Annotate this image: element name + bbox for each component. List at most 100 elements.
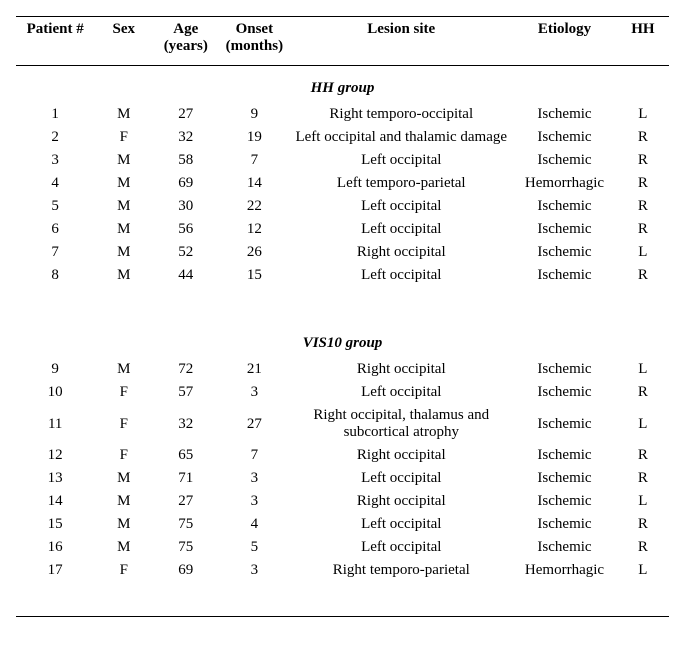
table-row: 13M713Left occipitalIschemicR <box>16 467 669 490</box>
group-header-label: VIS10 group <box>16 321 669 358</box>
cell-patient: 1 <box>16 103 94 126</box>
cell-patient: 9 <box>16 358 94 381</box>
cell-etiology: Ischemic <box>512 513 616 536</box>
table-row: 10F573Left occipitalIschemicR <box>16 381 669 404</box>
cell-sex: M <box>94 536 153 559</box>
cell-sex: M <box>94 218 153 241</box>
col-header-onset: Onset (months) <box>218 17 290 66</box>
cell-onset: 21 <box>218 358 290 381</box>
cell-etiology: Ischemic <box>512 195 616 218</box>
cell-age: 56 <box>153 218 218 241</box>
col-header-age-line1: Age <box>157 21 214 38</box>
cell-etiology: Hemorrhagic <box>512 172 616 195</box>
cell-lesion: Left occipital <box>290 264 512 287</box>
cell-patient: 13 <box>16 467 94 490</box>
cell-lesion: Right occipital, thalamus and subcortica… <box>290 404 512 444</box>
cell-onset: 15 <box>218 264 290 287</box>
cell-onset: 12 <box>218 218 290 241</box>
cell-lesion: Right occipital <box>290 444 512 467</box>
cell-sex: M <box>94 241 153 264</box>
cell-etiology: Hemorrhagic <box>512 559 616 582</box>
cell-sex: M <box>94 103 153 126</box>
table-row: 8M4415Left occipitalIschemicR <box>16 264 669 287</box>
cell-patient: 5 <box>16 195 94 218</box>
cell-lesion: Left temporo-parietal <box>290 172 512 195</box>
cell-onset: 3 <box>218 559 290 582</box>
table-row: 2F3219Left occipital and thalamic damage… <box>16 126 669 149</box>
table-header-row: Patient # Sex Age (years) Onset (months)… <box>16 17 669 66</box>
cell-age: 52 <box>153 241 218 264</box>
cell-sex: F <box>94 381 153 404</box>
cell-age: 71 <box>153 467 218 490</box>
cell-onset: 4 <box>218 513 290 536</box>
cell-lesion: Left occipital <box>290 536 512 559</box>
cell-patient: 2 <box>16 126 94 149</box>
cell-hh: R <box>617 536 669 559</box>
cell-hh: R <box>617 149 669 172</box>
cell-age: 32 <box>153 126 218 149</box>
cell-age: 69 <box>153 559 218 582</box>
cell-age: 75 <box>153 513 218 536</box>
cell-onset: 3 <box>218 490 290 513</box>
table-row: 3M587Left occipitalIschemicR <box>16 149 669 172</box>
bottom-rule-cell <box>16 582 669 617</box>
cell-etiology: Ischemic <box>512 218 616 241</box>
cell-hh: R <box>617 126 669 149</box>
cell-hh: R <box>617 264 669 287</box>
cell-age: 58 <box>153 149 218 172</box>
cell-patient: 12 <box>16 444 94 467</box>
cell-sex: F <box>94 559 153 582</box>
col-header-onset-line2: (months) <box>222 38 286 55</box>
col-header-sex: Sex <box>94 17 153 66</box>
cell-lesion: Left occipital <box>290 195 512 218</box>
cell-etiology: Ischemic <box>512 467 616 490</box>
cell-etiology: Ischemic <box>512 241 616 264</box>
cell-sex: F <box>94 404 153 444</box>
cell-patient: 17 <box>16 559 94 582</box>
table-row: 4M6914Left temporo-parietalHemorrhagicR <box>16 172 669 195</box>
cell-hh: L <box>617 241 669 264</box>
cell-etiology: Ischemic <box>512 536 616 559</box>
cell-sex: M <box>94 172 153 195</box>
cell-etiology: Ischemic <box>512 264 616 287</box>
cell-patient: 10 <box>16 381 94 404</box>
col-header-age: Age (years) <box>153 17 218 66</box>
cell-age: 72 <box>153 358 218 381</box>
cell-onset: 3 <box>218 381 290 404</box>
cell-hh: L <box>617 490 669 513</box>
cell-lesion: Left occipital <box>290 218 512 241</box>
cell-lesion: Left occipital and thalamic damage <box>290 126 512 149</box>
cell-lesion: Left occipital <box>290 381 512 404</box>
cell-onset: 19 <box>218 126 290 149</box>
bottom-rule-row <box>16 582 669 617</box>
group-header-row: VIS10 group <box>16 321 669 358</box>
cell-age: 27 <box>153 490 218 513</box>
cell-sex: M <box>94 358 153 381</box>
cell-lesion: Left occipital <box>290 513 512 536</box>
cell-sex: M <box>94 490 153 513</box>
cell-etiology: Ischemic <box>512 126 616 149</box>
cell-patient: 8 <box>16 264 94 287</box>
cell-sex: F <box>94 126 153 149</box>
cell-hh: R <box>617 172 669 195</box>
table-row: 5M3022Left occipitalIschemicR <box>16 195 669 218</box>
cell-etiology: Ischemic <box>512 103 616 126</box>
cell-patient: 7 <box>16 241 94 264</box>
cell-lesion: Right temporo-parietal <box>290 559 512 582</box>
cell-etiology: Ischemic <box>512 358 616 381</box>
cell-sex: M <box>94 195 153 218</box>
cell-age: 32 <box>153 404 218 444</box>
cell-etiology: Ischemic <box>512 381 616 404</box>
cell-etiology: Ischemic <box>512 404 616 444</box>
cell-patient: 14 <box>16 490 94 513</box>
cell-hh: R <box>617 381 669 404</box>
cell-age: 69 <box>153 172 218 195</box>
col-header-age-line2: (years) <box>157 38 214 55</box>
table-row: 9M7221Right occipitalIschemicL <box>16 358 669 381</box>
table-row: 12F657Right occipitalIschemicR <box>16 444 669 467</box>
col-header-onset-line1: Onset <box>222 21 286 38</box>
table-row: 6M5612Left occipitalIschemicR <box>16 218 669 241</box>
cell-patient: 3 <box>16 149 94 172</box>
cell-age: 27 <box>153 103 218 126</box>
cell-hh: R <box>617 467 669 490</box>
